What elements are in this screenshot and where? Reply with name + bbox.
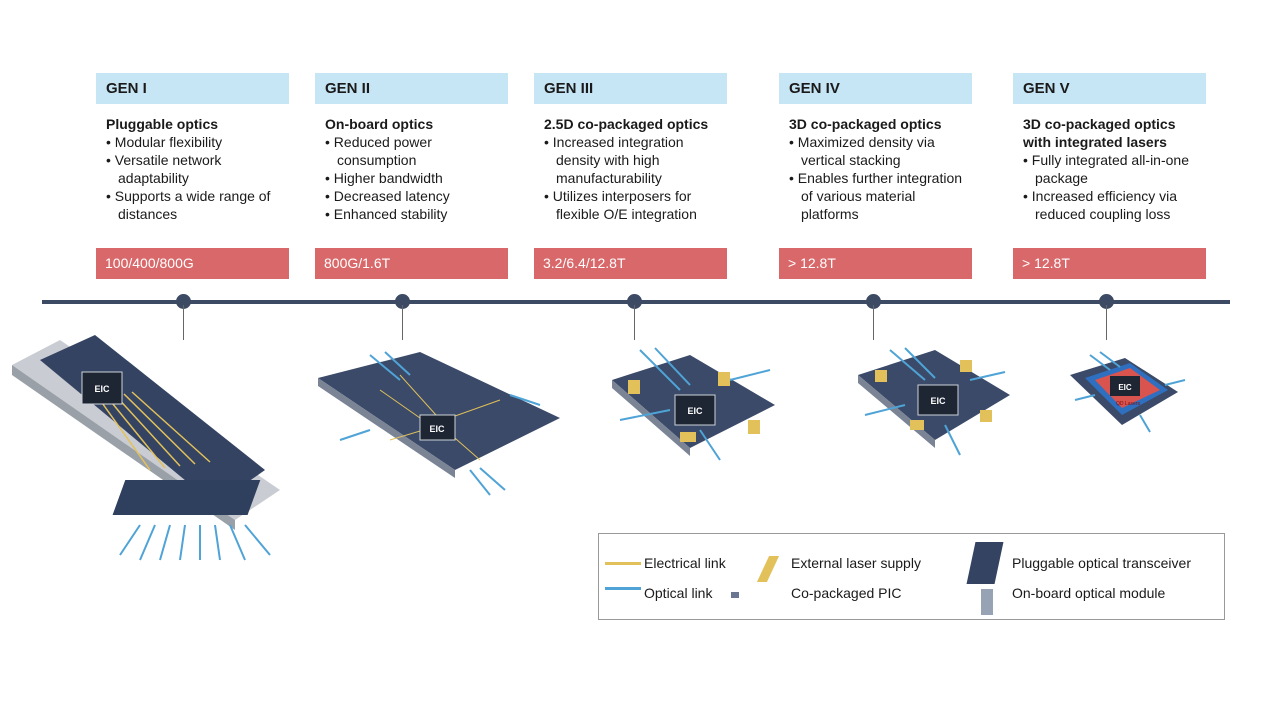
generation-header: GEN I <box>96 73 289 104</box>
legend-pluggable: Pluggable optical transceiver <box>1012 555 1191 571</box>
generation-header: GEN II <box>315 73 508 104</box>
feature-item: Enables further integration of various m… <box>789 169 972 223</box>
generation-title: 2.5D co-packaged optics <box>544 116 709 132</box>
legend-co-packaged-pic: Co-packaged PIC <box>791 585 902 601</box>
data-rate-badge: > 12.8T <box>779 248 972 279</box>
legend-on-board: On-board optical module <box>1012 585 1166 601</box>
timeline-marker <box>866 294 881 309</box>
on-board-optics-illustration: EIC <box>318 351 560 496</box>
feature-item: Increased integration density with high … <box>544 133 727 187</box>
generation-header: GEN V <box>1013 73 1206 104</box>
generation-title: On-board optics <box>325 116 434 132</box>
legend: Electrical link Optical link External la… <box>598 533 1225 620</box>
feature-item: Increased efficiency via reduced couplin… <box>1023 187 1206 223</box>
generation-column: GEN V 3D co-packaged optics with integrat… <box>1013 73 1206 279</box>
feature-list: Maximized density via vertical stackingE… <box>779 133 972 223</box>
feature-list: Fully integrated all-in-one packageIncre… <box>1013 151 1206 223</box>
laser-label: QD Lasers <box>1116 401 1140 407</box>
chip-label: EIC <box>429 424 445 434</box>
timeline-marker <box>627 294 642 309</box>
legend-electrical-link: Electrical link <box>644 555 726 571</box>
pluggable-transceiver-icon <box>966 542 1004 584</box>
legend-optical-link: Optical link <box>644 585 713 601</box>
timeline-marker <box>176 294 191 309</box>
generation-column: GEN III 2.5D co-packaged opticsIncreased … <box>534 73 727 279</box>
generation-title: 3D co-packaged optics <box>789 116 942 132</box>
feature-list: Increased integration density with high … <box>534 133 727 223</box>
feature-item: Modular flexibility <box>106 133 289 151</box>
3d-cpo-lasers-illustration: EIC QD Lasers <box>1070 351 1186 433</box>
timeline-stem <box>183 305 184 340</box>
timeline-marker <box>395 294 410 309</box>
generation-column: GEN II On-board opticsReduced power consu… <box>315 73 508 279</box>
timeline-marker <box>1099 294 1114 309</box>
timeline-stem <box>873 305 874 340</box>
feature-item: Maximized density via vertical stacking <box>789 133 972 169</box>
pluggable-transceiver-illustration: EIC <box>12 335 280 561</box>
external-laser-icon <box>756 556 780 582</box>
data-rate-badge: 3.2/6.4/12.8T <box>534 248 727 279</box>
co-packaged-pic-icon <box>731 592 739 598</box>
generation-header: GEN III <box>534 73 727 104</box>
feature-list: Modular flexibilityVersatile network ada… <box>96 133 289 223</box>
2.5d-cpo-illustration: EIC <box>612 347 775 461</box>
generation-title: Pluggable optics <box>106 116 219 132</box>
data-rate-badge: > 12.8T <box>1013 248 1206 279</box>
feature-item: Fully integrated all-in-one package <box>1023 151 1206 187</box>
3d-cpo-illustration: EIC <box>858 347 1010 456</box>
timeline-stem <box>634 305 635 340</box>
feature-item: Decreased latency <box>325 187 508 205</box>
feature-list: Reduced power consumptionHigher bandwidt… <box>315 133 508 223</box>
electrical-link-swatch <box>605 562 641 565</box>
timeline-stem <box>402 305 403 340</box>
optical-link-swatch <box>605 587 641 590</box>
chip-label: EIC <box>1118 383 1132 392</box>
chip-label: EIC <box>94 384 110 394</box>
generation-column: GEN IV 3D co-packaged opticsMaximized den… <box>779 73 972 279</box>
timeline-stem <box>1106 305 1107 340</box>
chip-label: EIC <box>930 396 946 406</box>
legend-external-laser: External laser supply <box>791 555 921 571</box>
generation-column: GEN I Pluggable opticsModular flexibility… <box>96 73 289 279</box>
data-rate-badge: 800G/1.6T <box>315 248 508 279</box>
feature-item: Utilizes interposers for flexible O/E in… <box>544 187 727 223</box>
chip-label: EIC <box>687 406 703 416</box>
data-rate-badge: 100/400/800G <box>96 248 289 279</box>
feature-item: Higher bandwidth <box>325 169 508 187</box>
generation-title: 3D co-packaged optics with integrated la… <box>1023 116 1176 150</box>
feature-item: Versatile network adaptability <box>106 151 289 187</box>
feature-item: Reduced power consumption <box>325 133 508 169</box>
on-board-module-icon <box>981 589 993 615</box>
feature-item: Supports a wide range of distances <box>106 187 289 223</box>
generation-header: GEN IV <box>779 73 972 104</box>
feature-item: Enhanced stability <box>325 205 508 223</box>
